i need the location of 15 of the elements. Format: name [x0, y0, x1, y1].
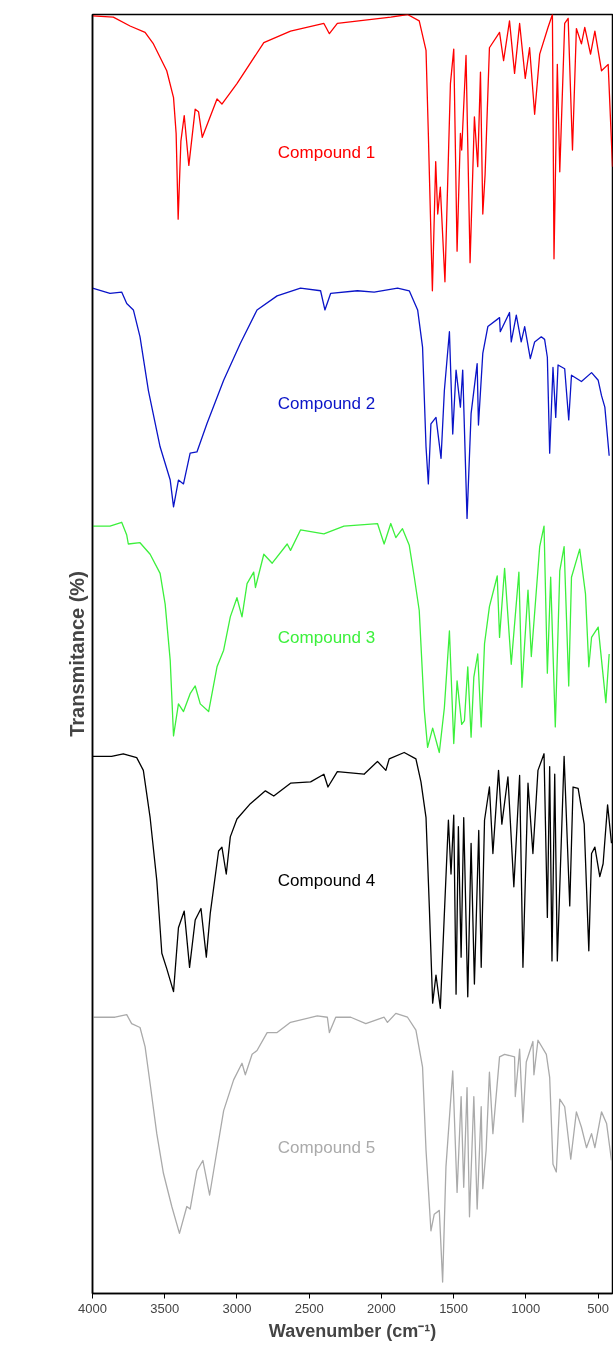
x-tick-label: 4000	[78, 1300, 107, 1316]
x-tick-label: 2000	[366, 1300, 396, 1316]
text: Compound 1	[277, 143, 376, 163]
x-tick-label: 500	[587, 1300, 609, 1316]
x-tick-label: 1500	[439, 1300, 469, 1316]
x-tick-label: 1000	[511, 1300, 541, 1316]
text: Compound 2	[277, 393, 376, 413]
text: Compound 5	[277, 1138, 376, 1158]
text: Compound 3	[277, 627, 376, 647]
text: Compound 4	[277, 870, 376, 890]
x-tick-label: 3500	[150, 1300, 180, 1316]
x-tick-label: 3000	[222, 1300, 252, 1316]
x-tick-label: 2500	[294, 1300, 324, 1316]
y-axis-title: Transmitance (%)	[65, 571, 88, 737]
x-axis-title: Wavenumber (cm⁻¹)	[268, 1320, 437, 1341]
